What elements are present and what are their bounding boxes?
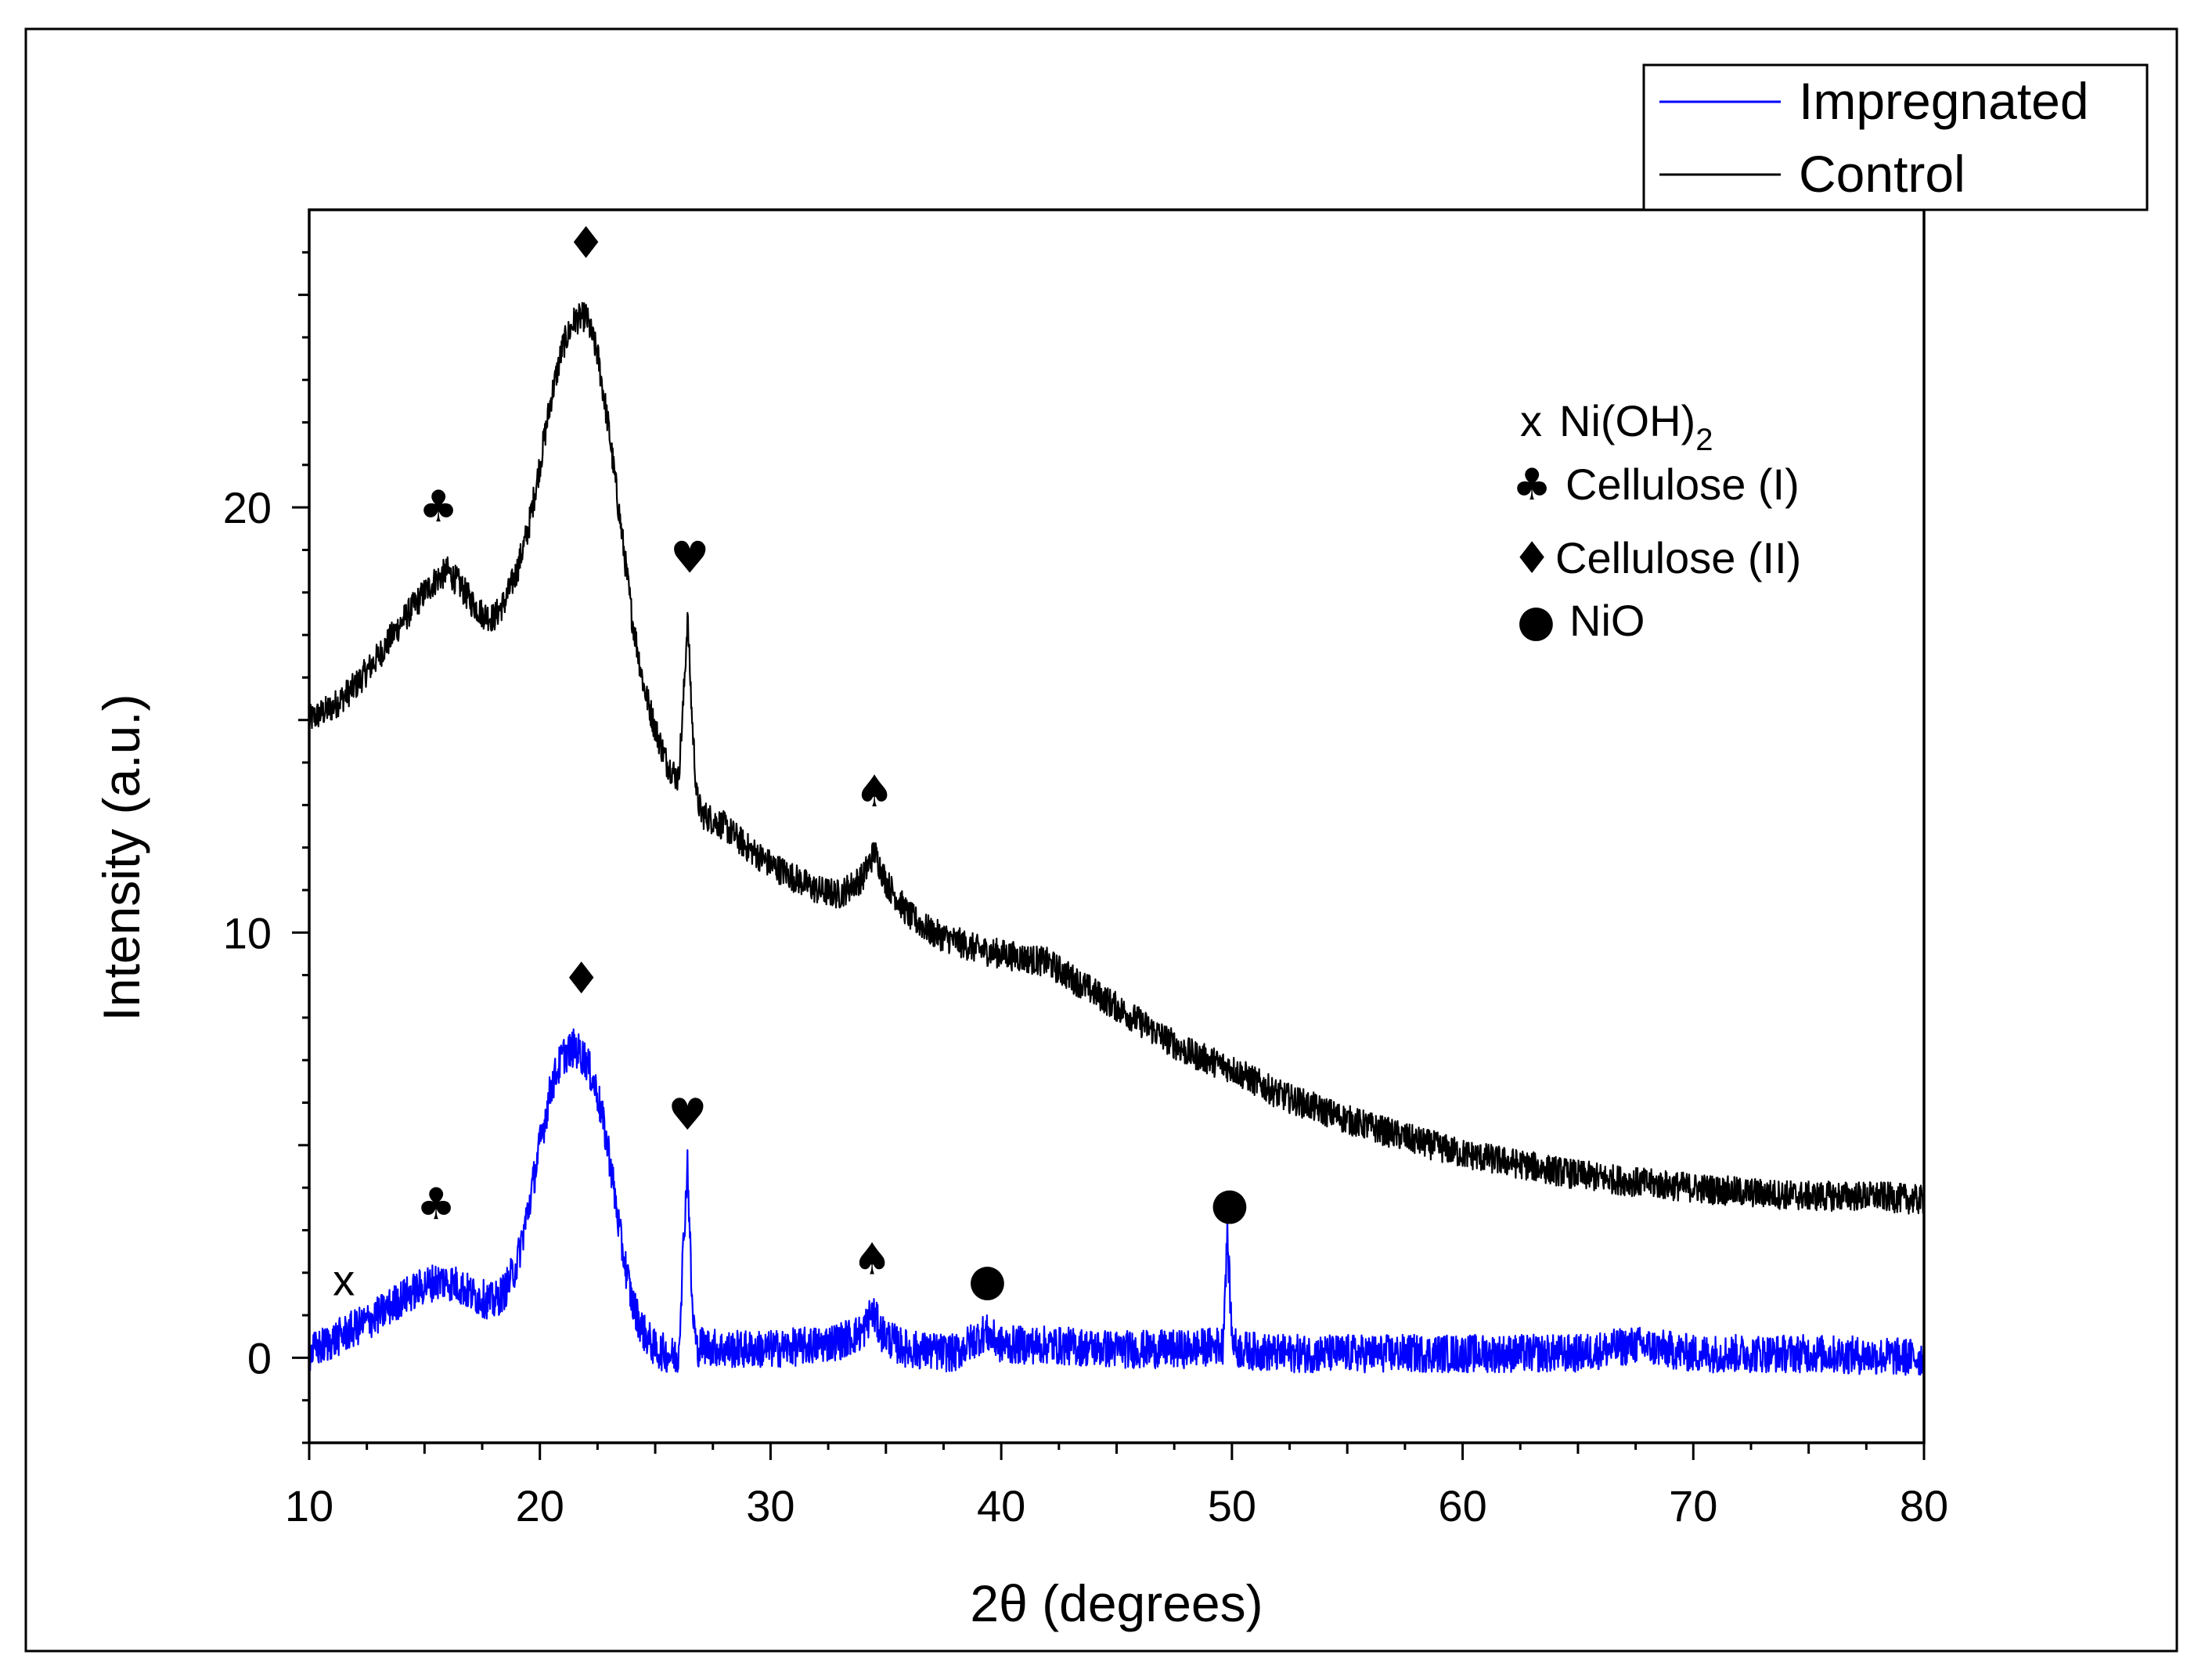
series-layer — [308, 301, 1926, 1376]
phase-key-label-nioh2: Ni(OH)2 — [1559, 396, 1713, 457]
peak-marker-impregnated: ♣ — [416, 1179, 456, 1230]
series-line-control — [308, 301, 1926, 1215]
phase-key-symbol-club: ♣ — [1512, 460, 1551, 510]
peak-marker-impregnated: ♦ — [562, 954, 601, 1004]
phase-key: x Ni(OH)2 ♣ Cellulose (I) ♦ Cellulose (I… — [1512, 396, 1801, 647]
legend-label-control: Control — [1799, 145, 1965, 203]
phase-key-nioh2-subscript: 2 — [1695, 423, 1713, 457]
x-tick-label: 80 — [1900, 1481, 1948, 1530]
phase-key-label-cellulose-2: Cellulose (II) — [1555, 533, 1801, 582]
peak-marker-impregnated: ♥ — [668, 1090, 707, 1141]
peak-marker-control: ♣ — [419, 481, 458, 532]
peak-markers: ♣ ♦ ♥ ♠ x ♣ ♦ ♥ ♠ ● ● — [333, 218, 1248, 1306]
x-tick-label: 10 — [285, 1481, 333, 1530]
series-line-impregnated — [308, 1028, 1926, 1376]
x-tick-label: 40 — [977, 1481, 1025, 1530]
x-tick-label: 30 — [746, 1481, 794, 1530]
peak-marker-control: ♠ — [855, 766, 894, 817]
peak-marker-impregnated: ● — [968, 1255, 1007, 1306]
legend-label-impregnated: Impregnated — [1799, 72, 2089, 130]
axis-ticks: 10 20 30 40 50 60 70 80 0 10 20 — [223, 251, 1948, 1530]
phase-key-symbol-x: x — [1520, 396, 1542, 445]
phase-key-label-cellulose-1: Cellulose (I) — [1565, 460, 1800, 509]
x-tick-label: 70 — [1669, 1481, 1717, 1530]
legend-box — [1642, 63, 2149, 211]
phase-key-symbol-diamond: ♦ — [1512, 533, 1551, 584]
phase-key-label-nio: NiO — [1569, 596, 1645, 645]
y-tick-label: 10 — [223, 908, 272, 957]
y-axis-title: Intensity (a.u.) — [92, 694, 150, 1021]
phase-key-nioh2-main: Ni(OH) — [1559, 396, 1695, 445]
peak-marker-control: ♥ — [670, 532, 709, 583]
x-tick-label: 60 — [1438, 1481, 1486, 1530]
peak-marker-impregnated: x — [333, 1256, 355, 1305]
x-axis-title: 2θ (degrees) — [970, 1574, 1263, 1632]
y-tick-label: 0 — [247, 1333, 272, 1383]
peak-marker-control: ♦ — [567, 218, 606, 269]
figure-frame — [24, 27, 2178, 1653]
x-tick-label: 50 — [1208, 1481, 1256, 1530]
peak-marker-impregnated: ♠ — [852, 1234, 892, 1285]
legend: Impregnated Control — [1642, 63, 2149, 211]
y-tick-label: 20 — [223, 483, 272, 532]
x-tick-label: 20 — [516, 1481, 564, 1530]
peak-marker-impregnated: ● — [1210, 1178, 1248, 1229]
phase-key-symbol-dot: ● — [1517, 596, 1555, 647]
